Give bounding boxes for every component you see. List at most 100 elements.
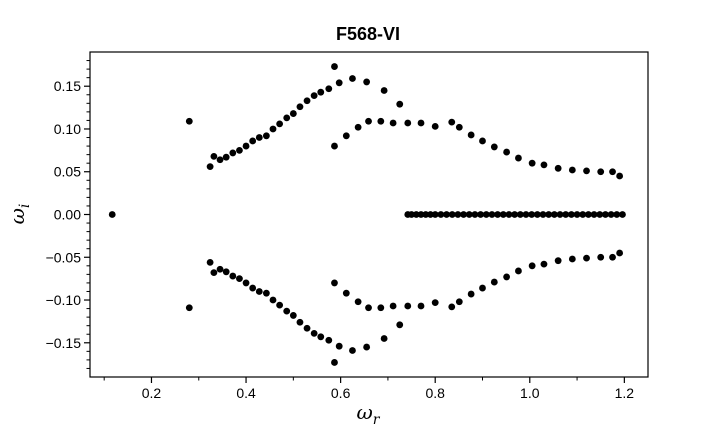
x-tick-label: 1.2: [615, 385, 635, 401]
data-point: [377, 304, 385, 312]
y-tick-label: 0.10: [54, 121, 81, 137]
data-point: [303, 324, 311, 332]
x-axis-label-main: ω: [356, 400, 372, 424]
data-point: [585, 211, 592, 218]
data-point: [554, 257, 562, 265]
data-point: [573, 211, 581, 218]
data-point: [455, 123, 463, 131]
data-point: [325, 85, 333, 93]
data-point: [616, 249, 624, 257]
data-point: [454, 211, 462, 218]
data-point: [380, 335, 388, 342]
data-point: [262, 289, 270, 297]
data-point: [568, 166, 576, 174]
chart-title: F568-VI: [336, 24, 400, 44]
y-tick-label: −0.10: [46, 292, 82, 308]
data-point: [515, 267, 522, 275]
data-point: [365, 304, 372, 312]
data-point: [380, 87, 388, 94]
data-point: [545, 211, 553, 218]
y-axis-label-main: ω: [5, 208, 29, 224]
data-point: [349, 75, 356, 82]
x-tick-label: 1.0: [520, 385, 540, 401]
data-point: [554, 164, 562, 172]
data-point: [396, 321, 404, 329]
data-point: [412, 211, 420, 218]
data-point: [467, 290, 475, 298]
data-points: [108, 63, 626, 366]
data-point: [528, 159, 536, 167]
data-point: [465, 211, 473, 218]
data-point: [377, 117, 385, 125]
data-point: [210, 152, 218, 160]
data-point: [568, 255, 576, 263]
data-point: [206, 258, 214, 266]
data-point: [342, 132, 350, 140]
data-point: [607, 211, 615, 218]
y-tick-label: −0.05: [46, 249, 82, 265]
data-point: [562, 211, 570, 218]
data-point: [242, 279, 250, 287]
data-point: [354, 123, 362, 131]
data-point: [310, 92, 318, 100]
data-point: [482, 211, 490, 218]
data-point: [249, 137, 257, 145]
data-point: [269, 296, 277, 304]
data-point: [269, 125, 277, 133]
x-tick-label: 0.6: [331, 385, 351, 401]
data-point: [236, 275, 243, 283]
data-point: [488, 211, 496, 218]
data-point: [283, 307, 291, 315]
data-point: [331, 279, 338, 287]
data-point: [539, 211, 547, 218]
data-point: [363, 78, 371, 86]
data-point: [417, 211, 425, 218]
data-point: [396, 100, 404, 108]
data-point: [616, 172, 624, 180]
data-point: [389, 302, 397, 310]
data-point: [229, 149, 237, 157]
data-point: [556, 211, 564, 218]
data-point: [408, 211, 415, 218]
data-point: [255, 134, 263, 141]
data-point: [389, 119, 397, 127]
data-point: [596, 211, 604, 218]
data-point: [331, 359, 338, 366]
data-point: [317, 88, 325, 96]
data-point: [522, 211, 530, 218]
data-point: [448, 303, 456, 311]
y-tick-label: −0.15: [46, 335, 82, 351]
data-point: [222, 153, 230, 161]
data-point: [431, 299, 439, 306]
data-point: [262, 132, 270, 140]
data-point: [460, 211, 467, 218]
data-point: [335, 342, 343, 350]
data-point: [349, 347, 356, 354]
x-tick-label: 0.2: [142, 385, 162, 401]
data-point: [363, 343, 371, 351]
data-point: [317, 333, 325, 341]
data-point: [289, 312, 297, 319]
data-point: [276, 120, 284, 128]
data-point: [404, 302, 412, 310]
data-point: [516, 211, 524, 218]
data-point: [550, 211, 558, 218]
data-point: [597, 253, 605, 261]
data-point: [427, 211, 434, 218]
data-point: [467, 131, 475, 139]
data-point: [479, 137, 486, 145]
x-tick-label: 0.8: [425, 385, 445, 401]
x-axis-label: ωr: [356, 400, 380, 428]
data-point: [619, 211, 626, 218]
x-axis-label-sub: r: [373, 412, 381, 428]
data-point: [609, 253, 616, 261]
data-point: [511, 211, 519, 218]
data-point: [325, 336, 333, 344]
data-point: [342, 289, 350, 297]
data-point: [303, 97, 311, 105]
data-point: [185, 117, 193, 125]
data-point: [494, 211, 502, 218]
y-tick-label: 0.00: [54, 207, 81, 223]
data-point: [455, 298, 463, 306]
